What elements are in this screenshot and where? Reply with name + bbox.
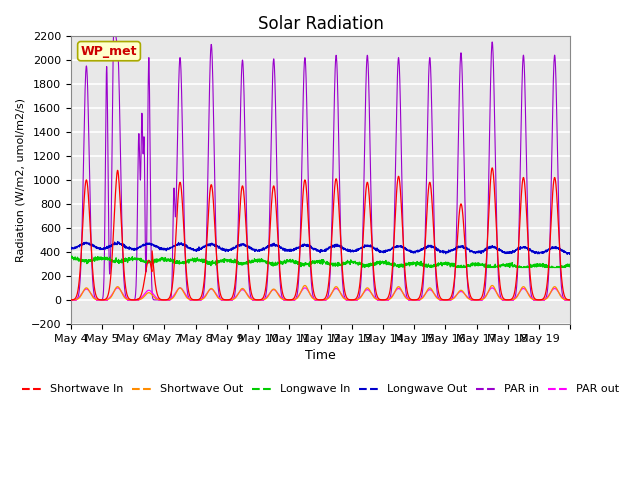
Title: Solar Radiation: Solar Radiation — [257, 15, 383, 33]
Legend: Shortwave In, Shortwave Out, Longwave In, Longwave Out, PAR in, PAR out: Shortwave In, Shortwave Out, Longwave In… — [18, 380, 623, 399]
X-axis label: Time: Time — [305, 349, 336, 362]
Y-axis label: Radiation (W/m2, umol/m2/s): Radiation (W/m2, umol/m2/s) — [15, 98, 25, 262]
Text: WP_met: WP_met — [81, 45, 137, 58]
